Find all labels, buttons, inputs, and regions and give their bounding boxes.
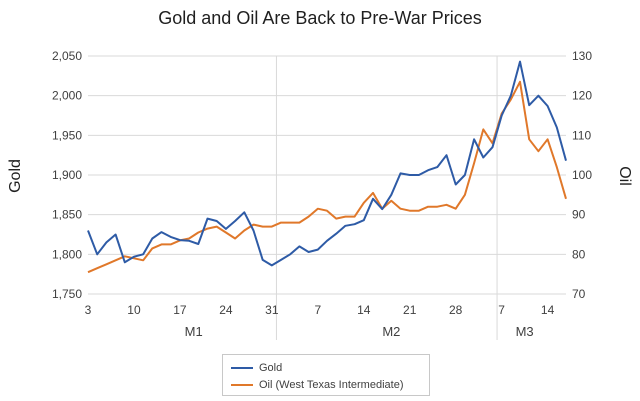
legend-swatch-gold (231, 367, 253, 369)
x-tick-label: 3 (85, 303, 92, 317)
legend: Gold Oil (West Texas Intermediate) (222, 354, 430, 396)
right-y-axis: 70 80 90 100 110 120 130 (572, 49, 592, 301)
legend-item-gold: Gold (231, 362, 282, 374)
right-tick-label: 100 (572, 168, 592, 182)
month-label: M1 (185, 324, 203, 339)
month-dividers (275, 56, 498, 340)
x-tick-label: 24 (219, 303, 233, 317)
x-tick-label: 14 (357, 303, 371, 317)
x-tick-label: 7 (314, 303, 321, 317)
gridlines (88, 55, 566, 295)
left-tick-label: 1,800 (52, 247, 82, 261)
legend-item-oil: Oil (West Texas Intermediate) (231, 379, 403, 391)
month-label: M2 (382, 324, 400, 339)
left-y-axis: 1,750 1,800 1,850 1,900 1,950 2,000 2,050 (52, 49, 82, 301)
chart-title: Gold and Oil Are Back to Pre-War Prices (158, 8, 481, 28)
x-tick-label: 10 (127, 303, 141, 317)
x-axis-ticks: 3 10 17 24 31 7 14 21 28 7 14 (85, 303, 555, 317)
left-tick-label: 2,000 (52, 89, 82, 103)
right-tick-label: 120 (572, 89, 592, 103)
legend-label-gold: Gold (259, 362, 283, 374)
month-label: M3 (516, 324, 534, 339)
right-axis-title: Oil (616, 166, 633, 186)
right-tick-label: 90 (572, 208, 586, 222)
x-tick-label: 7 (498, 303, 505, 317)
x-tick-label: 14 (541, 303, 555, 317)
x-tick-label: 21 (403, 303, 417, 317)
left-tick-label: 2,050 (52, 49, 82, 63)
gold-series-line (87, 60, 567, 267)
right-tick-label: 70 (572, 287, 586, 301)
month-labels: M1 M2 M3 (185, 324, 534, 339)
left-tick-label: 1,950 (52, 128, 82, 142)
left-tick-label: 1,900 (52, 168, 82, 182)
legend-label-oil: Oil (West Texas Intermediate) (259, 379, 404, 391)
x-tick-label: 31 (265, 303, 279, 317)
series-lines (87, 60, 567, 274)
right-tick-label: 110 (572, 128, 591, 142)
x-tick-label: 17 (173, 303, 187, 317)
right-tick-label: 130 (572, 49, 592, 63)
right-tick-label: 80 (572, 247, 586, 261)
legend-swatch-oil (231, 384, 253, 386)
left-tick-label: 1,850 (52, 208, 82, 222)
oil-series-line (87, 80, 567, 274)
x-tick-label: 28 (449, 303, 463, 317)
left-tick-label: 1,750 (52, 287, 82, 301)
left-axis-title: Gold (7, 159, 24, 193)
